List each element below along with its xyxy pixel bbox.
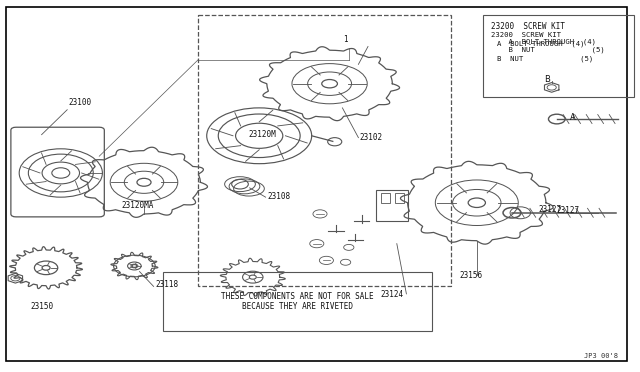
Text: 23120MA: 23120MA: [122, 201, 154, 210]
Text: A  BOLT-THROUGH  (4): A BOLT-THROUGH (4): [497, 40, 585, 46]
Bar: [381, 193, 390, 203]
Text: 23127: 23127: [539, 205, 562, 214]
Text: 23127: 23127: [557, 206, 580, 215]
Text: 23108: 23108: [268, 192, 291, 201]
Text: B: B: [544, 76, 550, 84]
Bar: [198, 15, 451, 286]
Text: 23100: 23100: [68, 98, 92, 107]
Bar: [376, 190, 408, 221]
Text: 23102: 23102: [360, 132, 383, 141]
Text: 23150: 23150: [31, 302, 54, 311]
Text: 1: 1: [343, 35, 348, 44]
Text: 23124: 23124: [381, 290, 404, 299]
Text: 23118: 23118: [156, 280, 179, 289]
Text: 23200  SCREW KIT: 23200 SCREW KIT: [491, 22, 565, 31]
Text: JP3 00'8: JP3 00'8: [584, 353, 618, 359]
Text: 23120M: 23120M: [248, 130, 276, 139]
Text: 23200  SCREW KIT
    A  BOLT-THROUGH  (4)
    B  NUT             (5): 23200 SCREW KIT A BOLT-THROUGH (4) B NUT…: [491, 32, 605, 52]
Bar: [163, 272, 432, 331]
Bar: [395, 193, 404, 203]
Text: THESE COMPONENTS ARE NOT FOR SALE
BECAUSE THEY ARE RIVETED: THESE COMPONENTS ARE NOT FOR SALE BECAUS…: [221, 292, 374, 311]
Bar: [483, 15, 634, 97]
Text: 23156: 23156: [460, 271, 483, 280]
Text: B  NUT             (5): B NUT (5): [497, 55, 593, 61]
Text: A: A: [570, 113, 575, 122]
